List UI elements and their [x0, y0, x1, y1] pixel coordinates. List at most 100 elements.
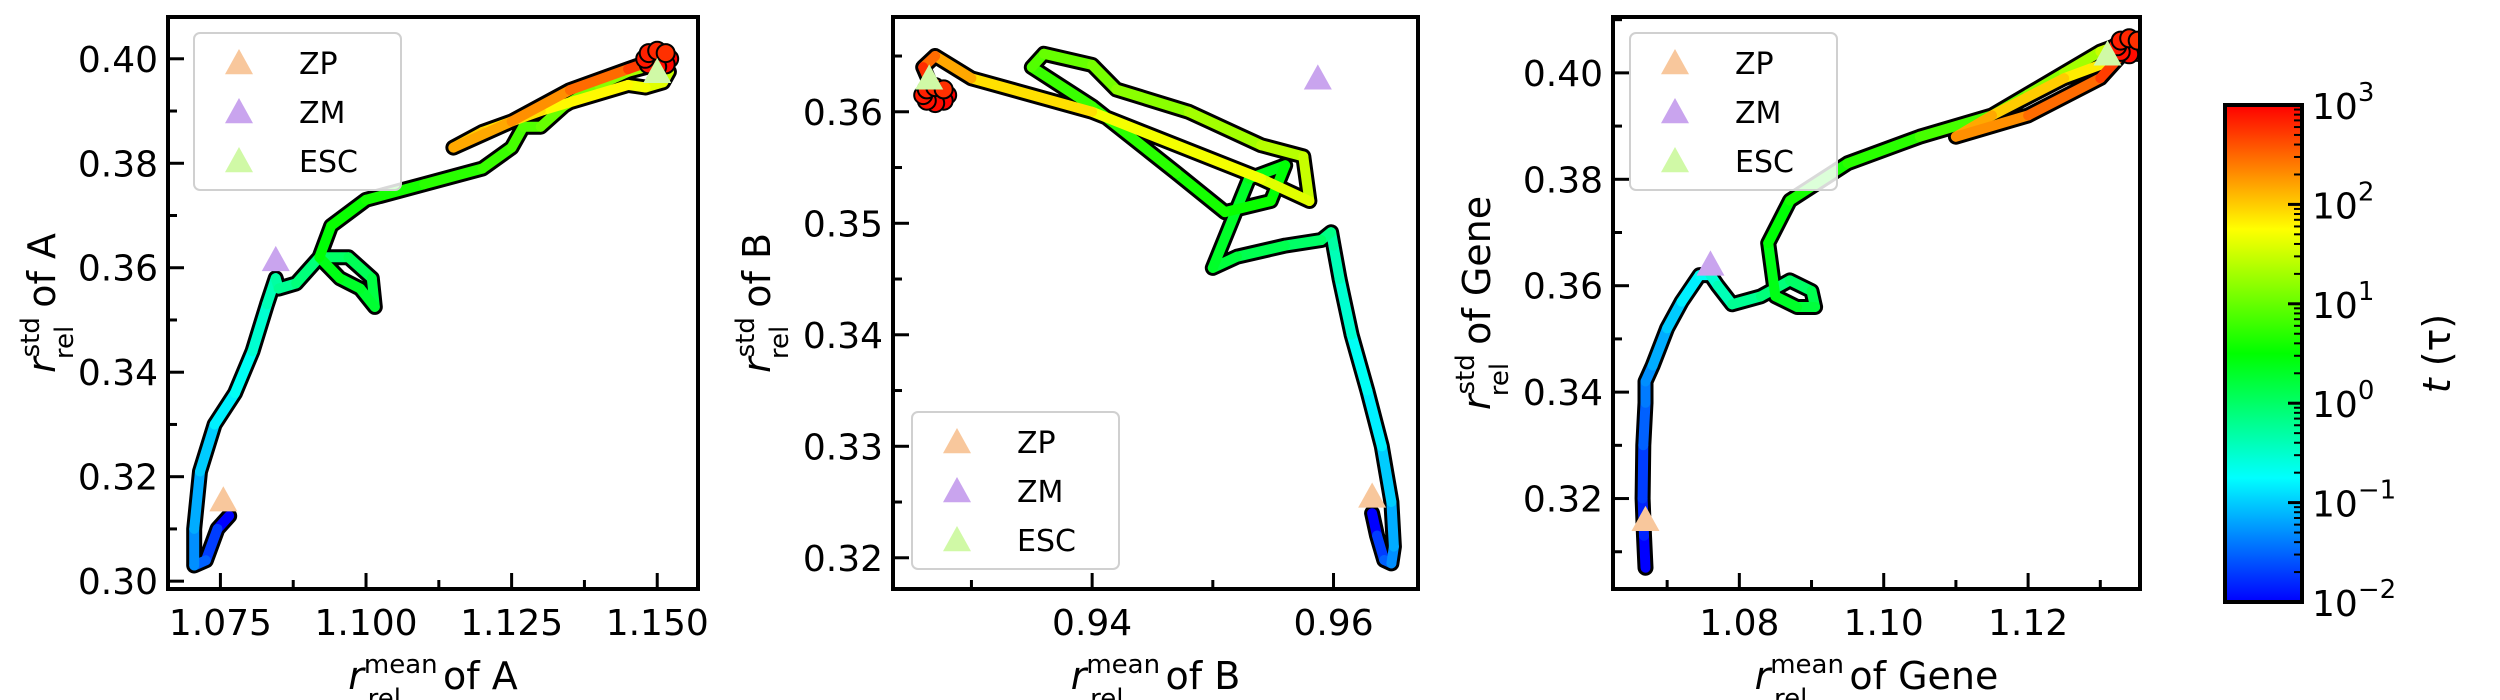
trajectory-segment — [966, 73, 1098, 117]
y-tick-label: 0.36 — [803, 93, 883, 134]
trajectory-segment — [1111, 84, 1194, 117]
legend-label-zp: ZP — [299, 47, 338, 82]
trajectory-segment — [1334, 274, 1357, 340]
y-tick-label: 0.38 — [78, 144, 158, 185]
x-tick-label: 1.10 — [1844, 603, 1924, 644]
marker-zm — [1696, 250, 1725, 276]
trajectory-segment — [1232, 240, 1291, 262]
marker-zm — [261, 245, 290, 272]
legend-label-zp: ZP — [1735, 47, 1774, 82]
axes-frame — [891, 15, 1420, 591]
marker-zp — [209, 486, 238, 512]
trajectory-segment — [326, 194, 371, 231]
trajectory-segment — [930, 51, 977, 84]
x-tick-label: 0.96 — [1293, 603, 1373, 644]
y-tick-label: 0.33 — [803, 427, 883, 468]
x-tick-label: 1.150 — [606, 603, 709, 644]
trajectory-segment — [1171, 168, 1230, 218]
y-tick-label: 0.34 — [803, 316, 883, 357]
legend: ZP ZM ESC — [1629, 32, 1838, 191]
legend-label-esc: ESC — [1735, 145, 1794, 180]
trajectory-segment — [1207, 173, 1254, 273]
colorbar: 10−2 10−1 100 101 102 103 t (τ) — [2223, 78, 2459, 625]
colorbar-tick-label: 101 — [2312, 277, 2374, 327]
legend-marker-zm — [943, 477, 971, 503]
trajectory-segment — [209, 388, 240, 430]
y-axis-label: rstd rel of A — [16, 233, 80, 373]
trajectory-segment — [195, 419, 220, 477]
x-axis-label: rmean rel of A — [348, 650, 517, 700]
y-tick-label: 0.35 — [803, 204, 883, 245]
trajectory-segment — [1256, 140, 1309, 162]
trajectory-segment — [1763, 195, 1795, 249]
trajectory-segment — [291, 252, 325, 289]
legend-box — [193, 32, 402, 191]
y-tick-label: 0.30 — [78, 562, 158, 603]
colorbar-tick-label: 10−2 — [2312, 575, 2396, 625]
x-axis-label: rmean rel of B — [1071, 650, 1241, 700]
y-axis-label: rstd rel of Gene — [1451, 196, 1515, 410]
marker-esc — [915, 64, 944, 90]
panel-a: 1.075 1.100 1.125 1.150 0.30 0.32 0.34 0.36 0.38… — [16, 15, 709, 700]
trajectory-segment — [1362, 385, 1387, 452]
trajectory-end-point — [2127, 30, 2140, 51]
trajectory-segment — [1038, 48, 1098, 70]
trajectory-segment — [1376, 441, 1397, 507]
colorbar-tick-label: 100 — [2312, 376, 2374, 426]
trajectory-segment — [1298, 151, 1315, 206]
legend-marker-esc — [225, 147, 253, 173]
trajectory-segment — [1763, 238, 1781, 302]
trajectory-segment — [448, 116, 517, 153]
trajectory-segment — [343, 252, 377, 284]
y-tick-label: 0.40 — [1523, 54, 1603, 95]
legend-marker-zm — [1661, 98, 1689, 124]
y-tick-label: 0.36 — [1523, 267, 1603, 308]
trajectory-segment — [1346, 329, 1373, 396]
trajectory-segment — [1386, 497, 1399, 552]
colorbar-tick-label: 102 — [2312, 177, 2374, 227]
trajectory-segment — [1026, 62, 1098, 112]
y-axis-label: rstd rel of B — [731, 233, 795, 373]
trajectory-segment — [1280, 235, 1327, 251]
trajectory-segment — [419, 163, 488, 190]
x-tick-label: 1.12 — [1988, 603, 2068, 644]
marker-esc — [643, 57, 672, 84]
x-tick-label: 1.100 — [314, 603, 417, 644]
legend-label-esc: ESC — [299, 145, 358, 180]
x-tick-label: 1.125 — [460, 603, 563, 644]
legend-label-zp: ZP — [1017, 426, 1056, 461]
trajectory-segment — [1219, 196, 1276, 218]
y-tick-label: 0.38 — [1523, 160, 1603, 201]
trajectory-segment — [1639, 530, 1651, 573]
legend-marker-zp — [225, 49, 253, 75]
x-tick-label: 1.075 — [169, 603, 272, 644]
legend-marker-esc — [943, 526, 971, 552]
legend-label-esc: ESC — [1017, 524, 1076, 559]
trajectory-segment — [1842, 131, 1925, 169]
y-tick-label: 0.32 — [1523, 480, 1603, 521]
trajectory-segment — [1328, 240, 1345, 284]
trajectory-segment — [1950, 110, 2034, 142]
x-tick-label: 0.94 — [1052, 603, 1132, 644]
legend-label-zm: ZM — [299, 96, 345, 131]
y-tick-label: 0.34 — [1523, 373, 1603, 414]
trajectory-segment — [230, 346, 258, 399]
legend-marker-zp — [1661, 49, 1689, 75]
marker-zp — [1358, 482, 1387, 508]
trajectory-segment — [535, 79, 634, 116]
trajectory-segment — [564, 64, 634, 96]
trajectory-segment — [1638, 397, 1651, 451]
colorbar-tick-label: 10−1 — [2312, 476, 2396, 526]
legend-label-zm: ZM — [1735, 96, 1781, 131]
colorbar-tick-label: 103 — [2312, 78, 2374, 128]
trajectory-segment — [1087, 106, 1267, 184]
trajectory-segment — [1676, 270, 1705, 307]
trajectory-segment — [2059, 46, 2106, 78]
marker-zp — [1631, 505, 1660, 532]
colorbar-label: t (τ) — [2415, 314, 2459, 394]
trajectory-segment — [2023, 73, 2106, 121]
marker-zm — [1303, 64, 1332, 90]
colorbar-gradient — [2223, 103, 2304, 604]
legend-marker-zp — [943, 428, 971, 454]
